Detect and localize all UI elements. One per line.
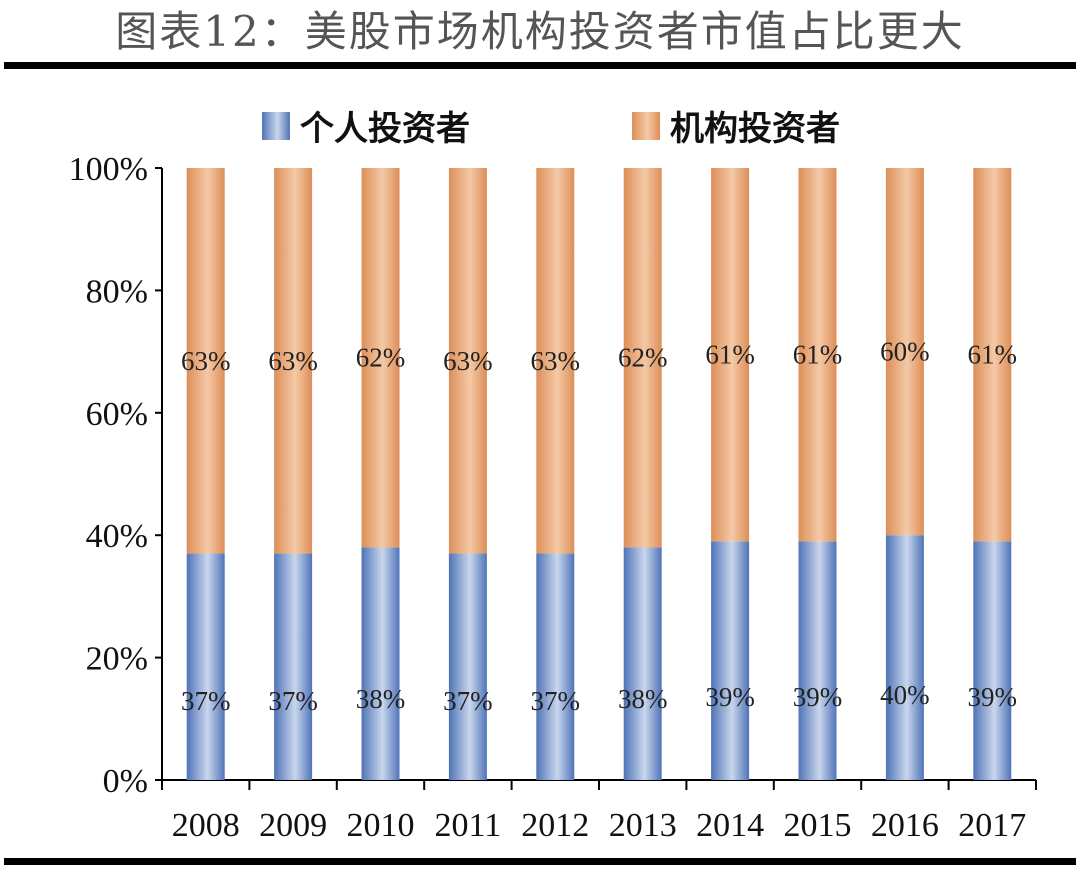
data-label-individual-2017: 39% bbox=[968, 682, 1018, 712]
data-label-institutional-2016: 60% bbox=[880, 337, 930, 367]
y-tick-label: 40% bbox=[86, 518, 148, 555]
legend-institutional-swatch bbox=[632, 112, 660, 140]
data-label-individual-2008: 37% bbox=[181, 686, 231, 716]
data-label-institutional-2013: 62% bbox=[618, 343, 668, 373]
chart-title: 图表12：美股市场机构投资者市值占比更大 bbox=[115, 7, 965, 56]
data-label-individual-2010: 38% bbox=[356, 684, 406, 714]
data-label-institutional-2015: 61% bbox=[793, 340, 843, 370]
data-label-individual-2015: 39% bbox=[793, 682, 843, 712]
y-tick-label: 0% bbox=[103, 763, 148, 800]
bar-institutional-2009 bbox=[274, 168, 313, 554]
bar-institutional-2008 bbox=[186, 168, 225, 554]
bar-individual-2012 bbox=[536, 553, 575, 780]
bar-institutional-2014 bbox=[711, 168, 750, 542]
data-label-institutional-2017: 61% bbox=[968, 340, 1018, 370]
bar-individual-2013 bbox=[623, 547, 662, 780]
legend-individual-swatch bbox=[262, 112, 290, 140]
data-label-individual-2016: 40% bbox=[880, 680, 930, 710]
bottom-rule bbox=[4, 858, 1076, 865]
bar-individual-2015 bbox=[798, 541, 837, 780]
bar-individual-2014 bbox=[711, 541, 750, 780]
data-label-institutional-2008: 63% bbox=[181, 346, 231, 376]
bar-institutional-2010 bbox=[361, 168, 400, 548]
x-tick-label: 2017 bbox=[958, 807, 1026, 844]
bar-individual-2016 bbox=[885, 535, 924, 780]
x-tick-label: 2014 bbox=[696, 807, 764, 844]
legend: 个人投资者 机构投资者 bbox=[262, 109, 840, 149]
legend-institutional-label: 机构投资者 bbox=[670, 109, 840, 149]
data-label-institutional-2014: 61% bbox=[705, 340, 755, 370]
data-labels: 37% 63% 37% 63% 38% 62% 37% 63% 37% 63% 38% 62% 39% 6… bbox=[181, 337, 1017, 716]
legend-individual-label: 个人投资者 bbox=[300, 109, 470, 149]
x-tick-label: 2009 bbox=[259, 807, 327, 844]
bar-institutional-2012 bbox=[536, 168, 575, 554]
bar-individual-2008 bbox=[186, 553, 225, 780]
data-label-individual-2011: 37% bbox=[443, 686, 493, 716]
x-tick-label: 2010 bbox=[347, 807, 415, 844]
data-label-individual-2009: 37% bbox=[268, 686, 318, 716]
x-tick-label: 2011 bbox=[435, 807, 502, 844]
bar-individual-2009 bbox=[274, 553, 313, 780]
x-tick-label: 2008 bbox=[172, 807, 240, 844]
bar-institutional-2011 bbox=[448, 168, 487, 554]
bar-individual-2010 bbox=[361, 547, 400, 780]
bar-institutional-2017 bbox=[973, 168, 1012, 542]
bar-institutional-2016 bbox=[885, 168, 924, 536]
data-label-individual-2014: 39% bbox=[705, 682, 755, 712]
data-label-institutional-2012: 63% bbox=[531, 346, 581, 376]
data-label-individual-2012: 37% bbox=[531, 686, 581, 716]
data-label-institutional-2010: 62% bbox=[356, 343, 406, 373]
top-rule bbox=[4, 62, 1076, 69]
data-label-institutional-2009: 63% bbox=[268, 346, 318, 376]
y-tick-label: 60% bbox=[86, 396, 148, 433]
data-label-individual-2013: 38% bbox=[618, 684, 668, 714]
bar-institutional-2015 bbox=[798, 168, 837, 542]
bar-individual-2011 bbox=[448, 553, 487, 780]
x-tick-label: 2013 bbox=[609, 807, 677, 844]
y-tick-label: 20% bbox=[86, 641, 148, 678]
x-tick-label: 2015 bbox=[784, 807, 852, 844]
bars bbox=[186, 168, 1012, 780]
x-tick-label: 2012 bbox=[521, 807, 589, 844]
data-label-institutional-2011: 63% bbox=[443, 346, 493, 376]
x-tick-label: 2016 bbox=[871, 807, 939, 844]
y-tick-label: 100% bbox=[69, 151, 148, 188]
bar-institutional-2013 bbox=[623, 168, 662, 548]
y-tick-label: 80% bbox=[86, 273, 148, 310]
bar-individual-2017 bbox=[973, 541, 1012, 780]
